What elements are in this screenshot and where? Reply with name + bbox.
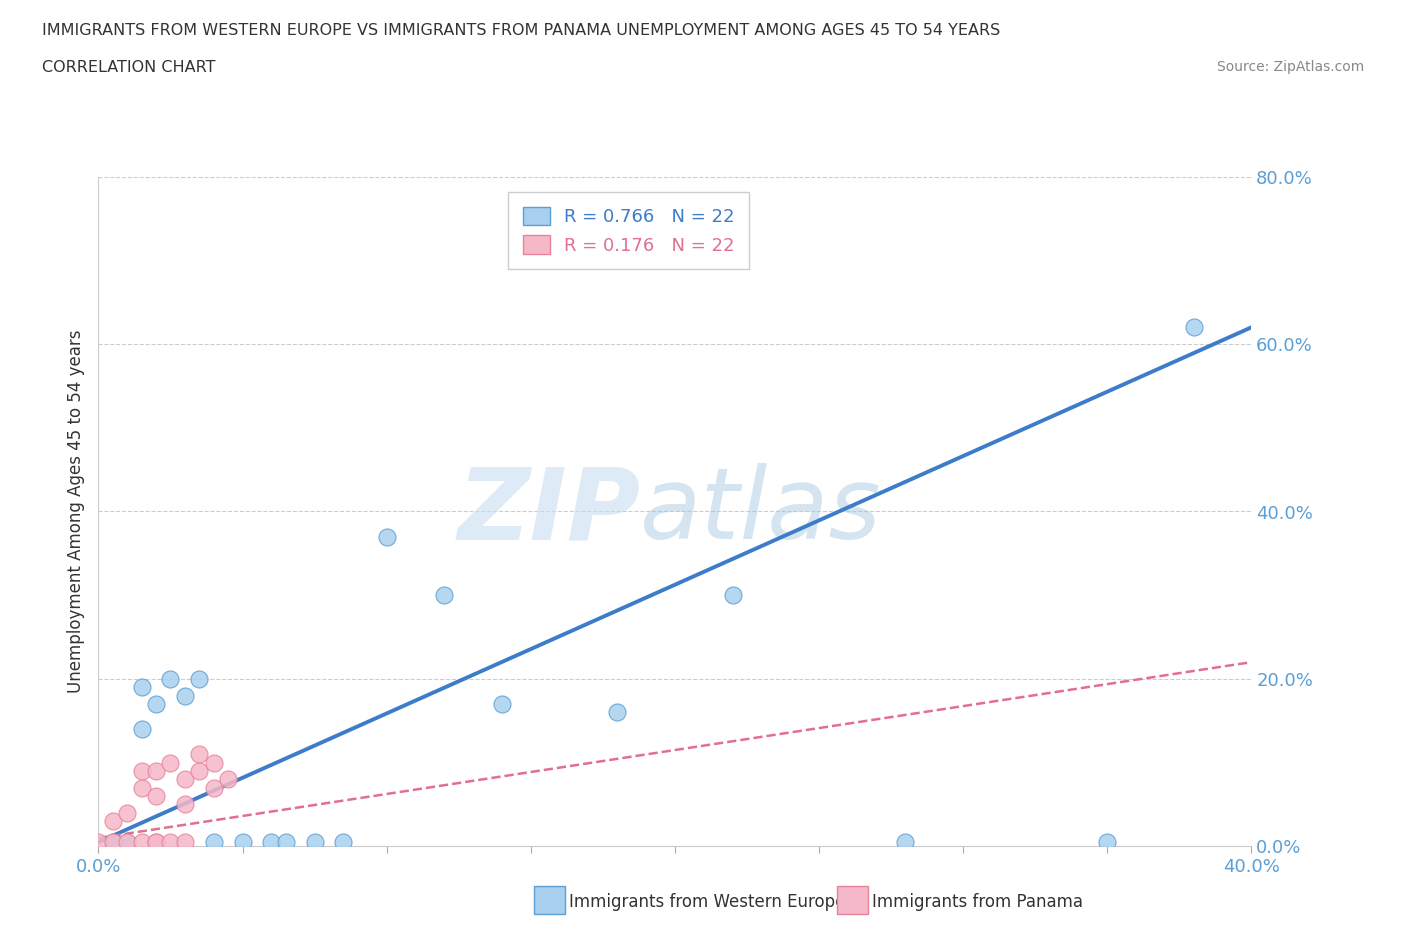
Point <box>101 835 124 850</box>
Point <box>131 680 153 695</box>
Point <box>375 529 398 544</box>
Point <box>274 835 297 850</box>
Point <box>1097 835 1119 850</box>
Point <box>721 588 744 603</box>
Y-axis label: Unemployment Among Ages 45 to 54 years: Unemployment Among Ages 45 to 54 years <box>66 330 84 693</box>
Point <box>188 671 211 686</box>
Point <box>174 797 197 812</box>
Point <box>174 772 197 787</box>
Text: IMMIGRANTS FROM WESTERN EUROPE VS IMMIGRANTS FROM PANAMA UNEMPLOYMENT AMONG AGES: IMMIGRANTS FROM WESTERN EUROPE VS IMMIGR… <box>42 23 1001 38</box>
Legend: R = 0.766   N = 22, R = 0.176   N = 22: R = 0.766 N = 22, R = 0.176 N = 22 <box>509 193 749 269</box>
Point <box>202 755 225 770</box>
Text: Source: ZipAtlas.com: Source: ZipAtlas.com <box>1216 60 1364 74</box>
Point <box>304 835 326 850</box>
Point <box>260 835 283 850</box>
Point <box>131 780 153 795</box>
Point <box>188 764 211 778</box>
Point <box>101 814 124 829</box>
Point <box>202 780 225 795</box>
Point <box>433 588 456 603</box>
Point <box>145 789 167 804</box>
Point <box>87 835 110 850</box>
Point <box>101 835 124 850</box>
Point <box>174 835 197 850</box>
Point <box>894 835 917 850</box>
Point <box>332 835 354 850</box>
Text: atlas: atlas <box>640 463 882 560</box>
Text: CORRELATION CHART: CORRELATION CHART <box>42 60 215 75</box>
Text: ZIP: ZIP <box>457 463 640 560</box>
Point <box>174 688 197 703</box>
Text: Immigrants from Western Europe: Immigrants from Western Europe <box>569 893 846 911</box>
Point <box>145 835 167 850</box>
Point <box>231 835 254 850</box>
Point <box>188 747 211 762</box>
Text: Immigrants from Panama: Immigrants from Panama <box>872 893 1083 911</box>
Point <box>491 697 513 711</box>
Point <box>606 705 628 720</box>
Point <box>217 772 239 787</box>
Point <box>145 835 167 850</box>
Point <box>131 835 153 850</box>
Point <box>117 835 138 850</box>
Point <box>117 835 138 850</box>
Point <box>145 764 167 778</box>
Point <box>1182 320 1205 335</box>
Point <box>131 764 153 778</box>
Point <box>117 805 138 820</box>
Point <box>202 835 225 850</box>
Point <box>145 697 167 711</box>
Point <box>159 755 181 770</box>
Point <box>159 835 181 850</box>
Point <box>159 671 181 686</box>
Point <box>131 722 153 737</box>
